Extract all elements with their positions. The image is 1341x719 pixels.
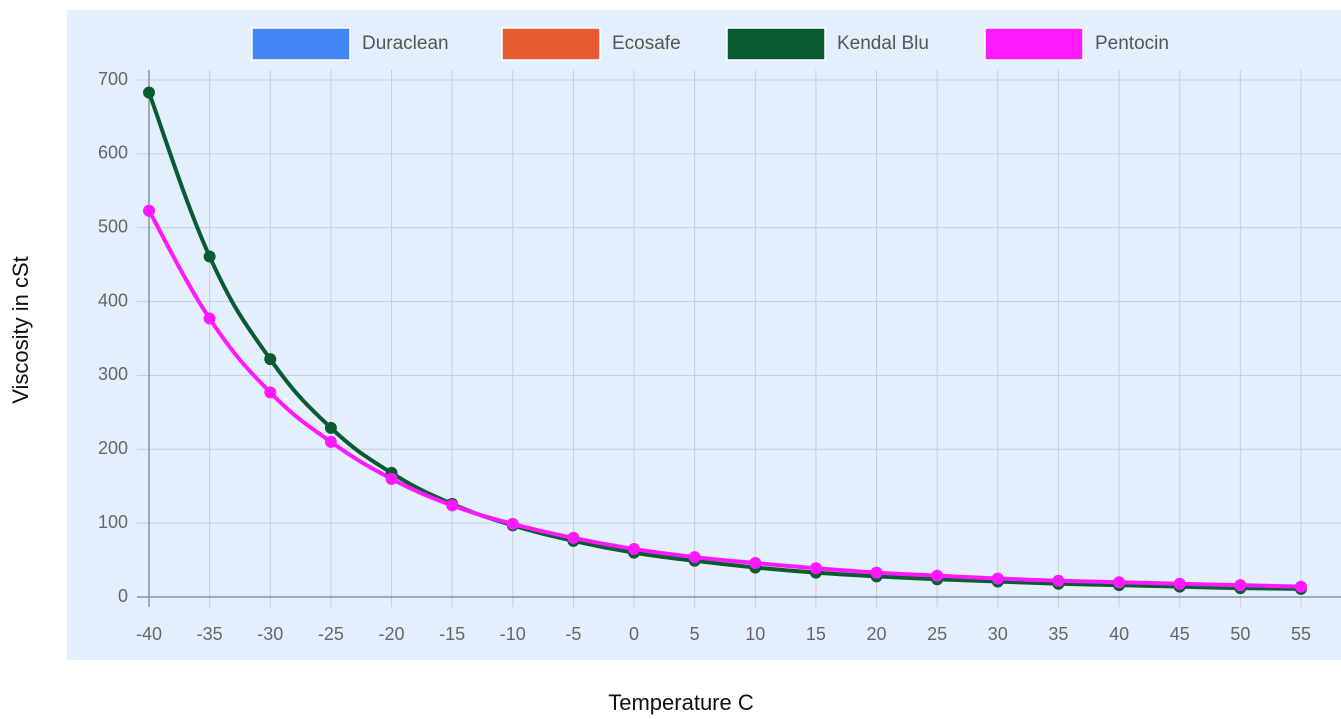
legend-label: Pentocin [1095,33,1169,54]
x-tick-label: -15 [439,624,465,644]
x-tick-label: 30 [988,624,1008,644]
y-tick-label: 600 [98,143,128,163]
y-tick-label: 200 [98,438,128,458]
x-tick-label: 25 [927,624,947,644]
data-point [749,557,762,570]
data-point [1234,579,1247,592]
x-tick-label: -30 [257,624,283,644]
data-point [446,499,459,512]
data-point [1173,577,1186,590]
data-point [324,421,337,434]
legend-label: Kendal Blu [837,33,929,54]
plot-panel [67,10,1341,660]
x-tick-label: 15 [806,624,826,644]
data-point [324,435,337,448]
data-point [809,562,822,575]
data-point [1052,574,1065,587]
x-tick-label: 55 [1291,624,1311,644]
data-point [264,353,277,366]
x-tick-label: 20 [867,624,887,644]
data-point [567,531,580,544]
data-point [991,572,1004,585]
data-point [385,472,398,485]
x-tick-label: -25 [318,624,344,644]
y-tick-label: 0 [118,586,128,606]
x-axis-title: Temperature C [608,690,754,715]
x-tick-label: -40 [136,624,162,644]
y-axis-title: Viscosity in cSt [8,256,33,404]
y-tick-label: 700 [98,69,128,89]
legend-swatch [501,27,601,61]
legend-label: Ecosafe [612,33,681,54]
series-line [147,91,1301,591]
x-tick-label: 40 [1109,624,1129,644]
x-tick-label: -35 [197,624,223,644]
x-tick-label: -10 [500,624,526,644]
data-point [143,204,155,217]
y-tick-label: 100 [98,512,128,532]
legend-swatch [984,27,1084,61]
data-point [628,542,641,555]
data-point [506,517,519,530]
data-point [1294,580,1307,593]
data-point [264,386,277,399]
data-point [931,569,944,582]
x-tick-label: 35 [1048,624,1068,644]
x-tick-label: 45 [1170,624,1190,644]
legend-swatch [251,27,351,61]
data-point [870,566,883,579]
x-tick-label: -20 [379,624,405,644]
x-tick-label: 5 [690,624,700,644]
x-tick-label: 0 [629,624,639,644]
x-tick-label: 10 [745,624,765,644]
y-tick-label: 500 [98,216,128,236]
data-point [203,312,216,325]
x-tick-label: -5 [565,624,581,644]
data-point [688,551,701,564]
x-tick-label: 50 [1230,624,1250,644]
data-point [203,250,216,263]
data-point [1113,576,1126,589]
legend-swatch [726,27,826,61]
data-point [143,86,155,99]
y-tick-label: 300 [98,364,128,384]
legend-label: Duraclean [362,33,449,54]
y-tick-label: 400 [98,290,128,310]
